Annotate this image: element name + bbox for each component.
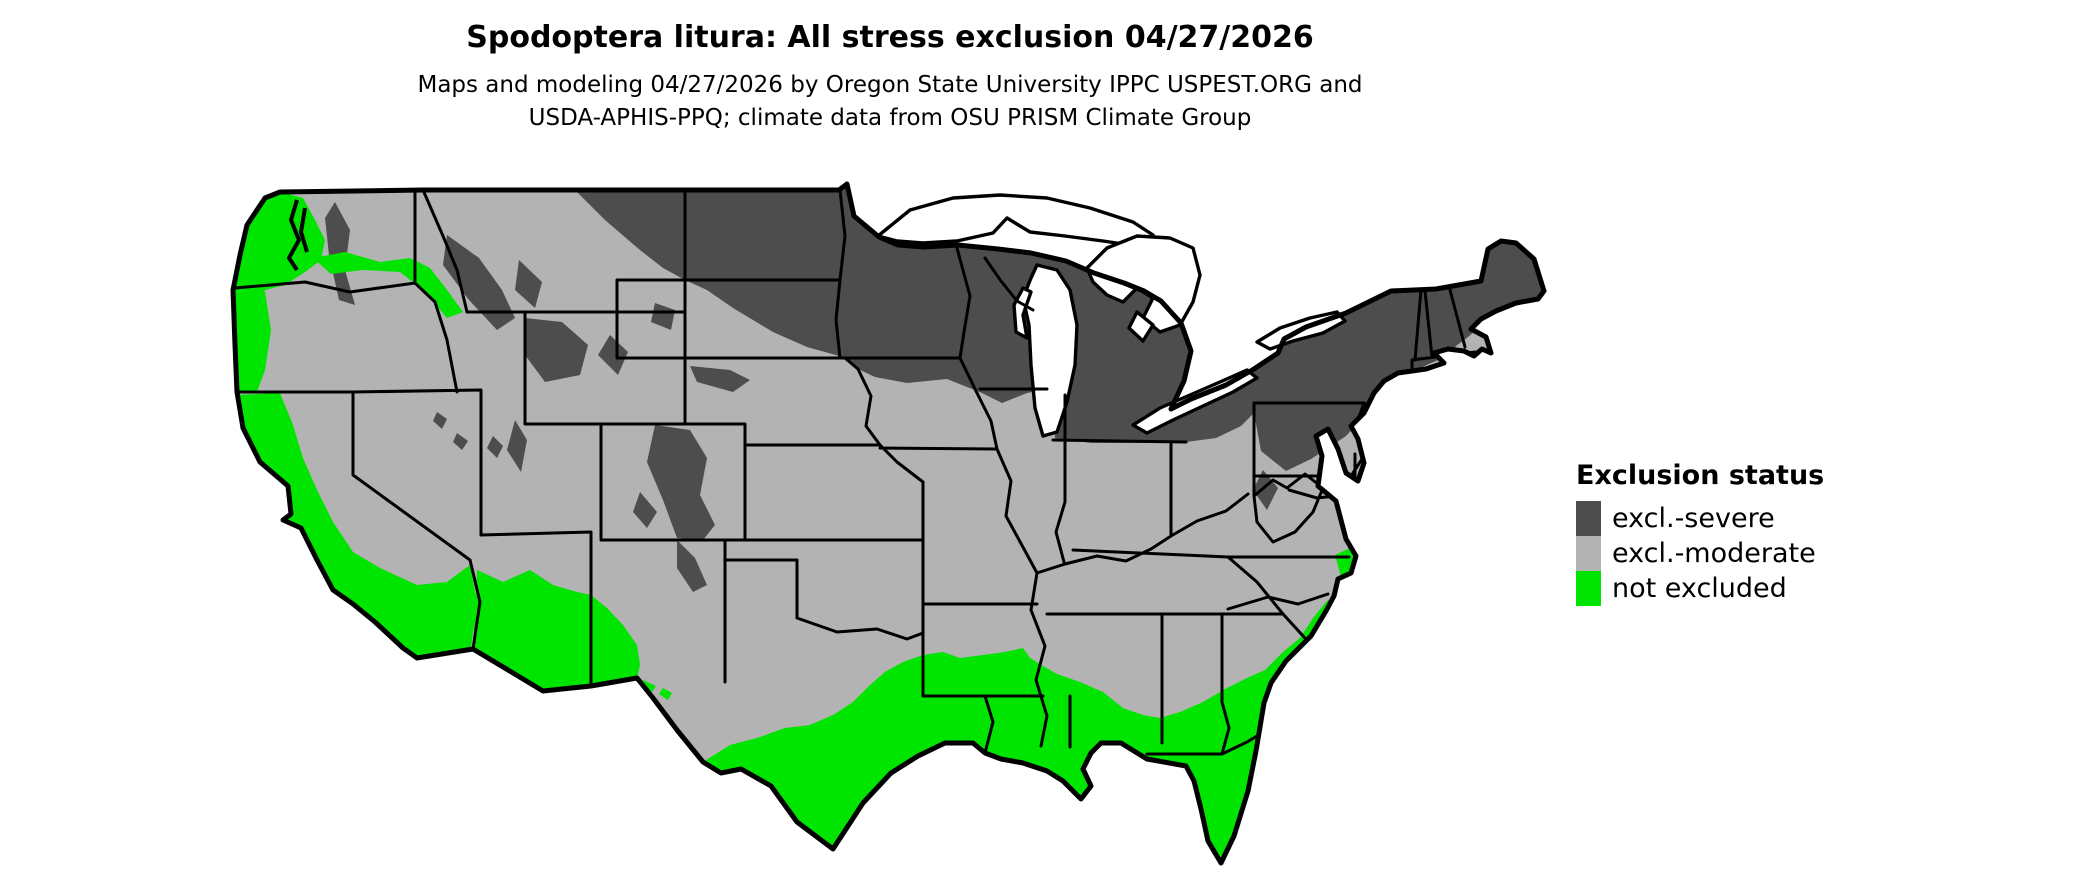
severe-sandhills-patch [690,366,750,392]
severe-wasatch-patch [487,420,527,472]
green-el-paso-speck [639,680,672,700]
severe-idaho-montana-patch [443,235,542,330]
green-florida-keys [1187,872,1228,888]
legend-label-moderate: excl.-moderate [1612,538,1816,569]
severe-bighorn-patch [598,335,628,375]
map-svg [230,181,1547,888]
us-national-outline [230,181,1547,866]
severe-colorado-rockies-patch [633,425,715,592]
legend-item-not-excluded: not excluded [1576,571,1824,606]
credits-line-1: Maps and modeling 04/27/2026 by Oregon S… [417,72,1363,98]
green-oregon-coast-willamette [235,290,271,392]
moderate-color-swatch [1576,536,1601,571]
state-boundaries [233,188,1477,756]
state-border-lines [233,188,1477,756]
great-lakes [876,193,1347,438]
puget-sound-inlets [287,199,309,272]
lake-superior [876,193,1155,248]
severe-color-swatch [1576,501,1601,536]
legend-title: Exclusion status [1576,460,1825,491]
green-columbia-basin-band [313,252,463,318]
green-south-texas-gulf-florida-region [703,596,1333,863]
legend-label-severe: excl.-severe [1612,503,1775,534]
severe-west-virginia-patch [1253,470,1278,510]
not-excluded-color-swatch [1576,571,1601,606]
header-block: Spodoptera litura: All stress exclusion … [190,20,1590,135]
map-credits: Maps and modeling 04/27/2026 by Oregon S… [190,69,1590,135]
legend-label-not-excluded: not excluded [1612,573,1787,604]
green-california-region [237,393,477,658]
green-arizona-new-mexico-region [473,570,640,691]
not-excluded-regions [233,192,1357,888]
credits-line-2: USDA-APHIS-PPQ; climate data from OSU PR… [528,105,1252,131]
lake-huron [1085,234,1202,334]
page-title: Spodoptera litura: All stress exclusion … [466,20,1314,55]
legend-item-severe: excl.-severe [1576,501,1824,536]
severe-yellowstone-patch [525,318,588,382]
us-exclusion-map [185,140,1565,890]
severe-nevada-specks [433,412,468,450]
saginaw-bay [1127,310,1155,343]
map-legend: Exclusion status excl.-severe excl.-mode… [1576,460,1824,606]
severe-black-hills-patch [651,303,675,330]
legend-item-moderate: excl.-moderate [1576,536,1824,571]
